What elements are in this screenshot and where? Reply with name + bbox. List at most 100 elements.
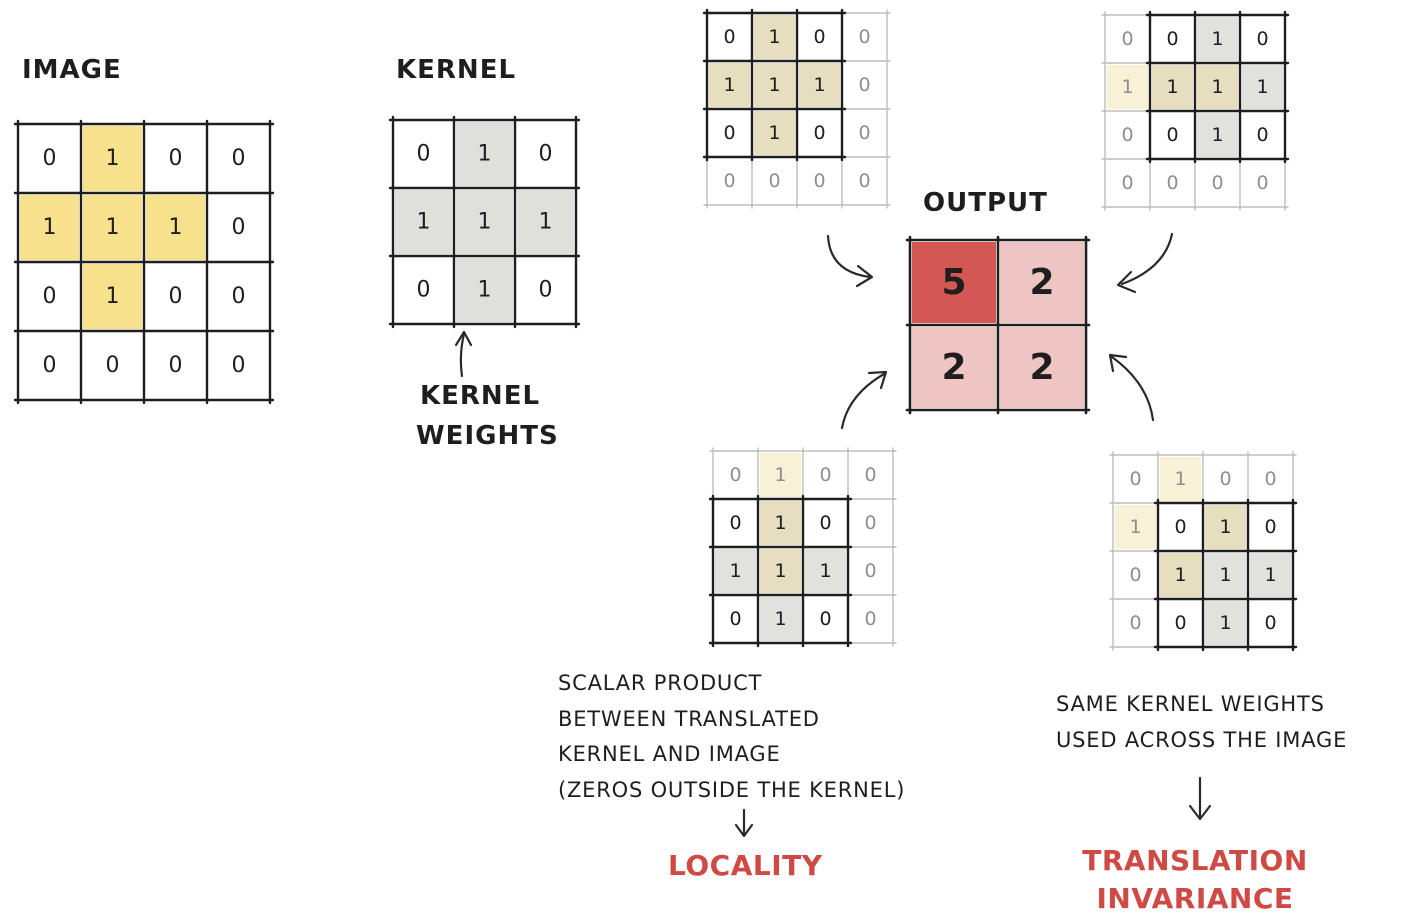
image-cell-r0c1: 1 — [106, 146, 120, 171]
arrow-top-left — [826, 234, 872, 279]
translation-bottom-right-cell-r0c1: 1 — [1174, 468, 1186, 490]
translation-top-right-cell-r1c1: 1 — [1166, 76, 1178, 98]
translation-top-right-cell-r3c1: 0 — [1166, 172, 1178, 194]
arrow-to-locality-head — [734, 823, 754, 838]
translation-top-left-cell-r2c0: 0 — [723, 122, 735, 144]
translation-bottom-left-cell-r1c2: 0 — [819, 512, 831, 534]
translation-top-left-cell-r0c1: 1 — [768, 26, 780, 48]
translation-bottom-right-cell-r2c1: 1 — [1174, 564, 1186, 586]
translation-bottom-left-cell-r0c0: 0 — [729, 464, 741, 486]
translation-bottom-left-kernel-shade-r1c1 — [760, 501, 801, 545]
kernel-cell-r0c1: 1 — [478, 142, 492, 167]
translation-top-left-cell-r0c3: 0 — [858, 26, 870, 48]
translation-bottom-right-kernel-shade-r2c2 — [1205, 553, 1246, 597]
translation-bottom-right-cell-r3c0: 0 — [1129, 612, 1141, 634]
translation-top-right-cell-r1c2: 1 — [1211, 76, 1223, 98]
translation-top-right-cell-r3c0: 0 — [1121, 172, 1133, 194]
image-cell-r2c1: 1 — [106, 284, 120, 309]
image-cell-r1c1: 1 — [106, 215, 120, 240]
image-cell-r2c2: 0 — [169, 284, 183, 309]
translation-bottom-right-image-tint-r2c1 — [1160, 553, 1201, 597]
translation-bottom-left-cell-r0c1: 1 — [774, 464, 786, 486]
translation-bottom-left-cell-r3c1: 1 — [774, 608, 786, 630]
translation-bottom-right-kernel-shade-r3c2 — [1205, 601, 1246, 645]
image-cell-r0c3: 0 — [232, 146, 246, 171]
translation-top-right-kernel-shade-r1c3 — [1242, 65, 1283, 109]
translation-bottom-left-kernel-shade-r2c2 — [805, 549, 846, 593]
kernel-shade-cell-r1c1 — [456, 190, 513, 254]
translation-top-left-cell-r2c3: 0 — [858, 122, 870, 144]
image-cell-r3c2: 0 — [169, 353, 183, 378]
translation-bottom-left-cell-r2c0: 1 — [729, 560, 741, 582]
translation-top-left-kernel-shade-r1c1 — [754, 63, 795, 107]
translation-top-left-image-tint-r2c1 — [754, 111, 795, 155]
translation-top-left-cell-r2c2: 0 — [813, 122, 825, 144]
translation-bottom-right-cell-r3c3: 0 — [1264, 612, 1276, 634]
image-cell-r3c0: 0 — [43, 353, 57, 378]
translation-bottom-right-kernel-shade-r1c2 — [1205, 505, 1246, 549]
translation-bottom-right-cell-r3c1: 0 — [1174, 612, 1186, 634]
translation-top-right-image-tint-r1c2 — [1197, 65, 1238, 109]
kernel-weights-arrowhead — [454, 330, 473, 347]
image-cell-r3c3: 0 — [232, 353, 246, 378]
translation-bottom-left-kernel-shade-r3c1 — [760, 597, 801, 641]
image-cell-r2c3: 0 — [232, 284, 246, 309]
image-cell-r1c0: 1 — [43, 215, 57, 240]
kernel-cell-r2c0: 0 — [417, 278, 431, 303]
translation-bottom-right-cell-r2c2: 1 — [1219, 564, 1231, 586]
translation-bottom-right-kernel-shade-r2c3 — [1250, 553, 1291, 597]
kernel-cell-r1c0: 1 — [417, 210, 431, 235]
translation-bottom-left-cell-r0c3: 0 — [864, 464, 876, 486]
image-cell-r1c2: 1 — [169, 215, 183, 240]
translation-top-left-cell-r0c0: 0 — [723, 26, 735, 48]
translation-top-right-cell-r1c0: 1 — [1121, 76, 1133, 98]
translation-top-left-cell-r3c2: 0 — [813, 170, 825, 192]
image-highlight-cell-r1c0 — [20, 195, 79, 260]
translation-bottom-right-cell-r1c1: 0 — [1174, 516, 1186, 538]
image-cell-r0c0: 0 — [43, 146, 57, 171]
translation-bottom-left-cell-r1c0: 0 — [729, 512, 741, 534]
translation-top-right-cell-r2c2: 1 — [1211, 124, 1223, 146]
translation-top-right-cell-r1c3: 1 — [1256, 76, 1268, 98]
kernel-title: KERNEL — [396, 55, 517, 85]
weights-note-line-2: USED ACROSS THE IMAGE — [1056, 727, 1348, 752]
image-cell-r1c3: 0 — [232, 215, 246, 240]
translation-bottom-left-cell-r3c0: 0 — [729, 608, 741, 630]
translation-bottom-right-cell-r2c3: 1 — [1264, 564, 1276, 586]
output-fill-cell-r1c0 — [912, 327, 996, 408]
translation-top-right-kernel-shade-r0c2 — [1197, 17, 1238, 61]
kernel-shade-cell-r2c1 — [456, 258, 513, 322]
output-title: OUTPUT — [923, 188, 1048, 218]
translation-top-right-image-tint-r1c1 — [1152, 65, 1193, 109]
image-title: IMAGE — [22, 55, 122, 85]
translation-top-left-cell-r2c1: 1 — [768, 122, 780, 144]
translation-top-left-cell-r3c0: 0 — [723, 170, 735, 192]
image-cell-r0c2: 0 — [169, 146, 183, 171]
image-cell-r2c0: 0 — [43, 284, 57, 309]
translation-bottom-left-cell-r2c1: 1 — [774, 560, 786, 582]
translation-top-right-cell-r2c0: 0 — [1121, 124, 1133, 146]
translation-bottom-right-faint-highlight-r1c0 — [1115, 505, 1156, 549]
arrow-top-right — [1120, 232, 1174, 286]
image-highlight-cell-r2c1 — [83, 264, 142, 329]
image-cell-r3c1: 0 — [106, 353, 120, 378]
kernel-shade-cell-r1c0 — [395, 190, 452, 254]
translation-bottom-right-faint-highlight-r0c1 — [1160, 457, 1201, 501]
translation-top-left-cell-r3c1: 0 — [768, 170, 780, 192]
scalar-note-line-1: SCALAR PRODUCT — [558, 671, 763, 695]
output-cell-r0c0: 5 — [941, 262, 966, 303]
translation-bottom-left-kernel-shade-r2c0 — [715, 549, 756, 593]
translation-top-left-image-tint-r1c0 — [709, 63, 750, 107]
same-weights-note: SAME KERNEL WEIGHTS USED ACROSS THE IMAG… — [1056, 687, 1347, 758]
kernel-weights-label-line-1: KERNEL — [420, 381, 541, 411]
translation-top-right-cell-r3c2: 0 — [1211, 172, 1223, 194]
output-cell-r1c1: 2 — [1029, 347, 1054, 388]
translation-bottom-left-cell-r3c3: 0 — [864, 608, 876, 630]
translation-bottom-right-cell-r1c2: 1 — [1219, 516, 1231, 538]
kernel-cell-r1c2: 1 — [539, 210, 553, 235]
translation-bottom-left-cell-r2c2: 1 — [819, 560, 831, 582]
translation-top-left-kernel-shade-r1c0 — [709, 63, 750, 107]
translation-invariance-line-2: INVARIANCE — [1096, 882, 1294, 915]
translation-top-right-cell-r0c0: 0 — [1121, 28, 1133, 50]
